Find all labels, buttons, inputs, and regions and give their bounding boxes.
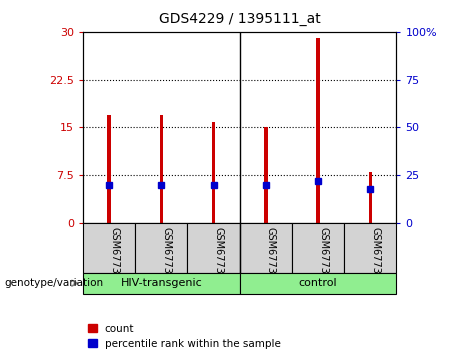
Bar xyxy=(160,115,163,223)
Text: GSM677394: GSM677394 xyxy=(318,227,328,286)
Bar xyxy=(107,115,111,223)
Bar xyxy=(292,223,344,273)
Text: GDS4229 / 1395111_at: GDS4229 / 1395111_at xyxy=(159,12,320,27)
Text: GSM677391: GSM677391 xyxy=(161,227,171,286)
Bar xyxy=(264,127,268,223)
Text: GSM677393: GSM677393 xyxy=(266,227,276,286)
Text: GSM677392: GSM677392 xyxy=(213,227,224,286)
Bar xyxy=(368,172,372,223)
Text: HIV-transgenic: HIV-transgenic xyxy=(120,278,202,288)
Bar xyxy=(240,223,292,273)
Text: GSM677395: GSM677395 xyxy=(370,227,380,286)
Bar xyxy=(135,223,188,273)
Bar xyxy=(83,223,135,273)
Bar xyxy=(316,38,320,223)
Bar xyxy=(212,122,215,223)
Bar xyxy=(83,273,240,294)
Bar xyxy=(344,223,396,273)
Bar xyxy=(188,223,240,273)
Text: control: control xyxy=(299,278,337,288)
Text: GSM677390: GSM677390 xyxy=(109,227,119,286)
Legend: count, percentile rank within the sample: count, percentile rank within the sample xyxy=(88,324,281,349)
Text: genotype/variation: genotype/variation xyxy=(5,278,104,288)
Bar xyxy=(240,273,396,294)
